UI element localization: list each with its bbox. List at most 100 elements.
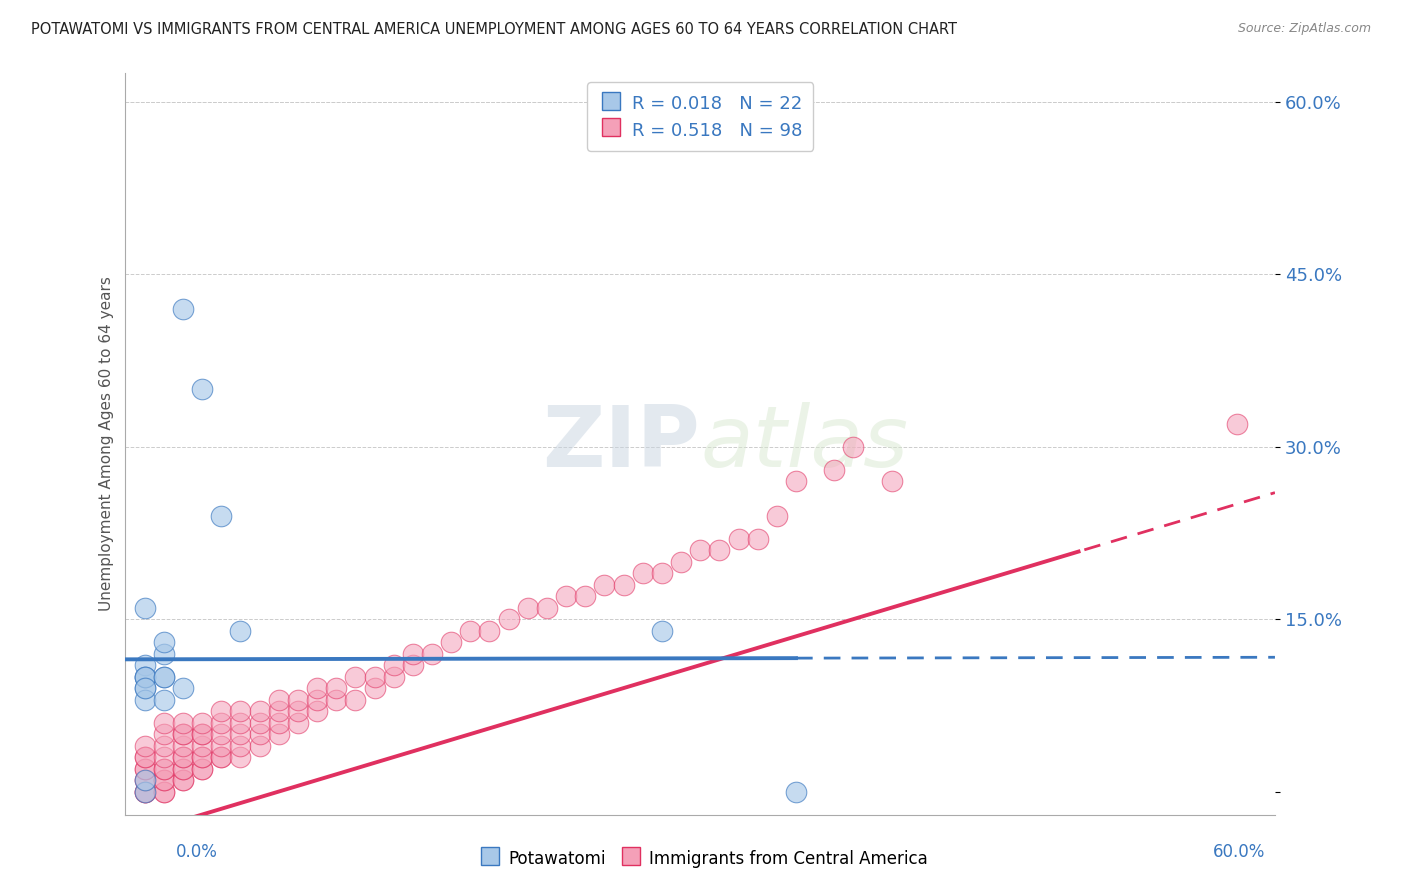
- Point: [172, 715, 194, 730]
- Point: [209, 750, 232, 764]
- Point: [344, 692, 367, 706]
- Point: [172, 762, 194, 776]
- Point: [152, 773, 174, 788]
- Point: [209, 750, 232, 764]
- Point: [1226, 417, 1249, 431]
- Point: [842, 440, 865, 454]
- Point: [172, 750, 194, 764]
- Point: [402, 658, 425, 673]
- Text: atlas: atlas: [700, 402, 908, 485]
- Point: [363, 670, 385, 684]
- Point: [134, 784, 156, 798]
- Point: [152, 750, 174, 764]
- Point: [209, 715, 232, 730]
- Point: [880, 474, 903, 488]
- Point: [287, 715, 309, 730]
- Point: [229, 704, 252, 718]
- Point: [134, 784, 156, 798]
- Point: [134, 773, 156, 788]
- Point: [191, 727, 214, 741]
- Point: [249, 715, 271, 730]
- Point: [152, 762, 174, 776]
- Point: [152, 692, 174, 706]
- Point: [267, 727, 290, 741]
- Point: [363, 681, 385, 695]
- Point: [134, 750, 156, 764]
- Point: [134, 658, 156, 673]
- Point: [134, 681, 156, 695]
- Text: POTAWATOMI VS IMMIGRANTS FROM CENTRAL AMERICA UNEMPLOYMENT AMONG AGES 60 TO 64 Y: POTAWATOMI VS IMMIGRANTS FROM CENTRAL AM…: [31, 22, 957, 37]
- Point: [152, 715, 174, 730]
- Point: [249, 739, 271, 753]
- Point: [229, 750, 252, 764]
- Point: [267, 715, 290, 730]
- Point: [516, 600, 538, 615]
- Point: [249, 727, 271, 741]
- Point: [172, 727, 194, 741]
- Point: [766, 508, 789, 523]
- Point: [287, 704, 309, 718]
- Point: [651, 566, 673, 581]
- Point: [727, 532, 749, 546]
- Point: [785, 474, 807, 488]
- Point: [172, 762, 194, 776]
- Point: [555, 589, 578, 603]
- Point: [249, 704, 271, 718]
- Point: [134, 773, 156, 788]
- Point: [172, 681, 194, 695]
- Point: [420, 647, 443, 661]
- Point: [574, 589, 596, 603]
- Legend: Potawatomi, Immigrants from Central America: Potawatomi, Immigrants from Central Amer…: [471, 842, 935, 875]
- Point: [134, 784, 156, 798]
- Point: [191, 715, 214, 730]
- Point: [305, 692, 328, 706]
- Point: [152, 784, 174, 798]
- Point: [191, 750, 214, 764]
- Point: [823, 463, 845, 477]
- Point: [152, 647, 174, 661]
- Point: [172, 739, 194, 753]
- Point: [478, 624, 501, 638]
- Point: [134, 762, 156, 776]
- Legend: R = 0.018   N = 22, R = 0.518   N = 98: R = 0.018 N = 22, R = 0.518 N = 98: [588, 82, 814, 151]
- Point: [134, 750, 156, 764]
- Point: [689, 543, 711, 558]
- Point: [152, 670, 174, 684]
- Point: [325, 692, 347, 706]
- Text: 60.0%: 60.0%: [1213, 843, 1265, 861]
- Point: [382, 658, 405, 673]
- Point: [191, 739, 214, 753]
- Point: [209, 739, 232, 753]
- Point: [134, 739, 156, 753]
- Point: [498, 612, 520, 626]
- Point: [747, 532, 769, 546]
- Point: [382, 670, 405, 684]
- Point: [593, 577, 616, 591]
- Point: [651, 624, 673, 638]
- Point: [134, 670, 156, 684]
- Point: [209, 508, 232, 523]
- Point: [402, 647, 425, 661]
- Point: [134, 670, 156, 684]
- Point: [325, 681, 347, 695]
- Point: [152, 784, 174, 798]
- Point: [287, 692, 309, 706]
- Point: [191, 762, 214, 776]
- Point: [134, 670, 156, 684]
- Y-axis label: Unemployment Among Ages 60 to 64 years: Unemployment Among Ages 60 to 64 years: [100, 277, 114, 611]
- Text: 0.0%: 0.0%: [176, 843, 218, 861]
- Point: [229, 739, 252, 753]
- Text: ZIP: ZIP: [543, 402, 700, 485]
- Point: [536, 600, 558, 615]
- Point: [191, 750, 214, 764]
- Text: Source: ZipAtlas.com: Source: ZipAtlas.com: [1237, 22, 1371, 36]
- Point: [152, 670, 174, 684]
- Point: [152, 739, 174, 753]
- Point: [267, 704, 290, 718]
- Point: [172, 301, 194, 316]
- Point: [460, 624, 482, 638]
- Point: [785, 784, 807, 798]
- Point: [631, 566, 654, 581]
- Point: [134, 762, 156, 776]
- Point: [191, 762, 214, 776]
